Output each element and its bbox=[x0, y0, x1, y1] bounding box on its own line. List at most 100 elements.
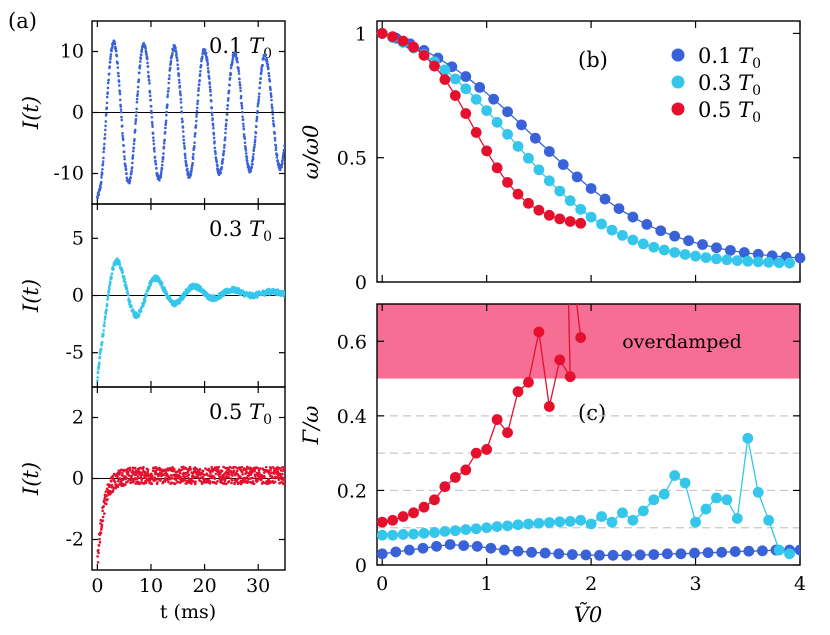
signal-point bbox=[214, 150, 217, 154]
signal-point bbox=[148, 478, 152, 482]
signal-point bbox=[106, 297, 110, 300]
signal-point bbox=[137, 78, 141, 82]
data-point bbox=[460, 464, 472, 476]
signal-point bbox=[104, 312, 108, 315]
signal-point bbox=[282, 153, 285, 157]
signal-point bbox=[170, 476, 174, 480]
signal-point bbox=[216, 468, 220, 471]
data-point bbox=[418, 501, 430, 513]
data-point bbox=[502, 176, 513, 188]
signal-point bbox=[103, 321, 106, 324]
signal-point bbox=[204, 467, 207, 470]
signal-point bbox=[165, 292, 169, 296]
signal-point bbox=[174, 46, 177, 50]
data-point bbox=[575, 514, 587, 526]
signal-point bbox=[118, 470, 122, 474]
signal-point bbox=[224, 482, 228, 486]
data-point bbox=[523, 152, 534, 164]
signal-point bbox=[191, 161, 194, 165]
signal-point bbox=[164, 126, 167, 130]
signal-point bbox=[223, 478, 227, 481]
signal-point bbox=[113, 473, 116, 476]
data-point bbox=[387, 529, 399, 541]
signal-point bbox=[106, 81, 110, 85]
signal-point bbox=[244, 467, 248, 471]
signal-point bbox=[148, 94, 152, 98]
signal-point bbox=[233, 482, 236, 486]
signal-point bbox=[111, 45, 114, 48]
signal-point bbox=[193, 144, 196, 148]
signal-point bbox=[192, 146, 196, 150]
signal-point bbox=[176, 480, 179, 484]
data-point bbox=[571, 171, 583, 183]
x-tick-label: 3 bbox=[690, 573, 702, 595]
signal-point bbox=[255, 119, 258, 123]
signal-point bbox=[114, 49, 118, 53]
signal-point bbox=[283, 293, 285, 296]
signal-point bbox=[181, 126, 185, 129]
y-tick-label: 0 bbox=[355, 555, 367, 577]
signal-point bbox=[100, 343, 104, 347]
data-point bbox=[637, 238, 649, 250]
signal-point bbox=[275, 472, 278, 475]
panel-c-frame bbox=[376, 303, 801, 566]
signal-point bbox=[161, 155, 165, 159]
data-point bbox=[418, 527, 430, 539]
signal-point bbox=[196, 93, 200, 97]
signal-point bbox=[110, 49, 113, 53]
signal-point bbox=[269, 88, 272, 92]
data-point bbox=[716, 546, 728, 558]
signal-point bbox=[195, 112, 199, 116]
signal-point bbox=[206, 66, 210, 70]
signal-point bbox=[241, 110, 244, 114]
signal-point bbox=[149, 105, 153, 108]
data-point bbox=[742, 255, 754, 267]
data-point bbox=[481, 105, 493, 116]
x-axis-label: Ṽ0 bbox=[574, 603, 603, 627]
signal-point bbox=[182, 135, 185, 138]
signal-point bbox=[188, 465, 192, 469]
signal-point bbox=[148, 91, 152, 94]
signal-point bbox=[183, 479, 186, 482]
signal-point bbox=[224, 131, 227, 135]
signal-point bbox=[119, 110, 123, 114]
signal-point bbox=[166, 95, 169, 99]
signal-point bbox=[183, 145, 186, 148]
signal-point bbox=[143, 299, 147, 303]
signal-point bbox=[118, 263, 122, 267]
signal-point bbox=[136, 475, 140, 478]
signal-point bbox=[108, 483, 112, 487]
signal-point bbox=[231, 474, 234, 477]
signal-point bbox=[152, 146, 156, 150]
signal-point bbox=[103, 136, 107, 140]
signal-point bbox=[281, 472, 284, 476]
signal-point bbox=[229, 477, 233, 480]
legend-marker bbox=[671, 48, 685, 62]
data-point bbox=[700, 252, 712, 264]
signal-point bbox=[106, 91, 110, 94]
signal-point bbox=[237, 72, 241, 75]
data-point bbox=[449, 73, 461, 85]
signal-point bbox=[118, 477, 122, 480]
signal-point bbox=[104, 112, 108, 116]
data-point bbox=[429, 527, 440, 538]
data-point bbox=[397, 35, 409, 47]
signal-point bbox=[180, 468, 183, 472]
subpanel-label: 0.5 T0 bbox=[209, 400, 272, 428]
signal-point bbox=[130, 166, 134, 169]
signal-point bbox=[192, 475, 195, 479]
signal-point bbox=[273, 480, 277, 484]
signal-point bbox=[97, 544, 101, 547]
signal-point bbox=[146, 470, 150, 473]
data-point bbox=[711, 253, 722, 265]
signal-point bbox=[262, 481, 266, 484]
data-point bbox=[418, 49, 430, 61]
signal-point bbox=[256, 104, 260, 108]
signal-point bbox=[245, 471, 249, 474]
signal-point bbox=[147, 79, 151, 82]
signal-point bbox=[204, 51, 208, 55]
signal-point bbox=[142, 465, 145, 469]
data-point bbox=[752, 248, 764, 260]
signal-point bbox=[133, 128, 137, 132]
data-point bbox=[449, 471, 461, 483]
